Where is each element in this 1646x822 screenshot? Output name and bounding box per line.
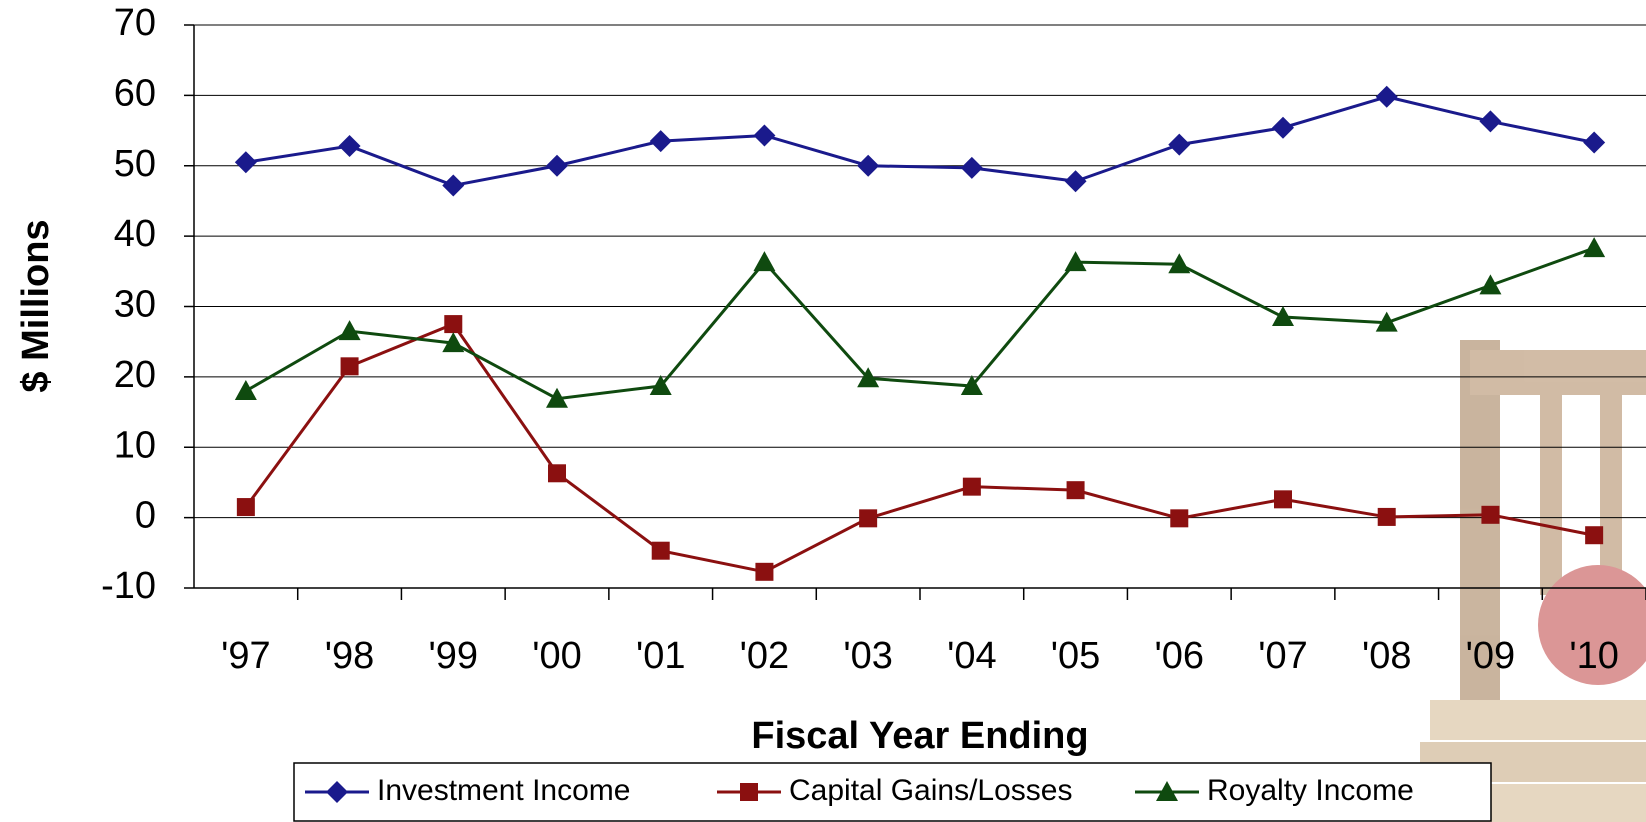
x-tick-label: '99 bbox=[429, 635, 479, 677]
series-line bbox=[245, 246, 1595, 401]
point bbox=[651, 541, 670, 560]
point bbox=[546, 387, 568, 408]
x-tick-label: '97 bbox=[221, 635, 271, 677]
y-tick-label: -10 bbox=[101, 565, 156, 607]
point bbox=[1168, 133, 1191, 156]
point bbox=[1585, 526, 1604, 545]
point bbox=[338, 320, 361, 341]
point bbox=[1272, 306, 1294, 327]
point bbox=[444, 315, 463, 334]
point bbox=[234, 379, 257, 400]
background-decoration bbox=[1420, 340, 1646, 822]
point bbox=[960, 375, 983, 396]
x-tick-label: '02 bbox=[740, 635, 790, 677]
point bbox=[962, 477, 981, 496]
legend bbox=[293, 762, 1492, 822]
point bbox=[338, 135, 361, 158]
point bbox=[649, 375, 672, 396]
x-tick-label: '05 bbox=[1051, 635, 1101, 677]
point bbox=[1156, 781, 1178, 801]
legend-label: Royalty Income bbox=[1207, 774, 1414, 807]
point bbox=[326, 781, 348, 803]
x-tick-label: '03 bbox=[843, 635, 893, 677]
y-tick-label: 30 bbox=[114, 284, 156, 326]
x-tick-label: '09 bbox=[1466, 635, 1516, 677]
point bbox=[236, 498, 255, 517]
y-axis-title: $ Millions bbox=[15, 219, 57, 392]
point bbox=[1064, 170, 1087, 193]
legend-label: Investment Income bbox=[377, 774, 630, 807]
point bbox=[1583, 131, 1606, 154]
legend-label: Capital Gains/Losses bbox=[789, 774, 1072, 807]
x-tick-label: '00 bbox=[532, 635, 582, 677]
y-tick-label: 60 bbox=[114, 72, 156, 114]
y-tick-label: 10 bbox=[114, 424, 156, 466]
point bbox=[1481, 505, 1500, 524]
point bbox=[857, 154, 880, 177]
point bbox=[1377, 507, 1396, 526]
point bbox=[1375, 311, 1398, 332]
x-tick-label: '08 bbox=[1362, 635, 1412, 677]
point bbox=[649, 130, 672, 153]
point bbox=[1479, 274, 1502, 295]
point bbox=[442, 332, 465, 353]
y-tick-label: 0 bbox=[135, 495, 156, 537]
y-tick-label: 40 bbox=[114, 213, 156, 255]
series-line bbox=[244, 322, 1595, 574]
point bbox=[740, 783, 758, 801]
point bbox=[1272, 116, 1294, 139]
point bbox=[753, 251, 776, 272]
point bbox=[442, 174, 465, 197]
y-tick-label: 50 bbox=[114, 143, 156, 185]
point bbox=[1479, 110, 1502, 133]
point bbox=[755, 562, 774, 581]
point bbox=[753, 124, 776, 147]
x-tick-label: '98 bbox=[325, 635, 375, 677]
point bbox=[857, 367, 880, 388]
series-line bbox=[245, 95, 1595, 188]
y-tick-label: 70 bbox=[114, 2, 156, 44]
point bbox=[1375, 85, 1398, 108]
y-tick-label: 20 bbox=[114, 354, 156, 396]
point bbox=[340, 357, 359, 376]
x-tick-label: '10 bbox=[1569, 635, 1619, 677]
point bbox=[1066, 481, 1085, 500]
point bbox=[234, 151, 257, 174]
point bbox=[859, 509, 878, 528]
x-tick-label: '06 bbox=[1155, 635, 1205, 677]
point bbox=[1064, 251, 1087, 272]
point bbox=[1274, 490, 1292, 509]
x-axis-title: Fiscal Year Ending bbox=[751, 715, 1088, 757]
point bbox=[1170, 509, 1189, 528]
x-tick-label: '07 bbox=[1258, 635, 1308, 677]
point bbox=[1168, 253, 1191, 274]
x-tick-label: '01 bbox=[636, 635, 686, 677]
point bbox=[546, 154, 568, 177]
point bbox=[1583, 237, 1606, 258]
point bbox=[960, 156, 983, 179]
point bbox=[548, 464, 566, 483]
x-tick-label: '04 bbox=[947, 635, 997, 677]
